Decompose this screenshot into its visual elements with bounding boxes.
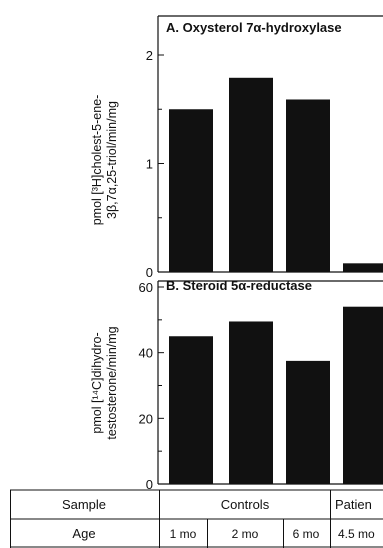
panel-a-ylabel-line-2: 3β,7α,25-triol/min/mg [105, 101, 119, 219]
panel-b-ylabel-line-2: testosterone/min/mg [105, 326, 119, 439]
panel-a-y-tick-label: 0 [146, 265, 153, 280]
panel-b-y-tick-label: 0 [146, 477, 153, 492]
panel-a-ylabel-line-1: pmol [³H]cholest-5-ene- [90, 95, 104, 226]
panel-a-bar [229, 77, 273, 272]
panel-a-title: A. Oxysterol 7α-hydroxylase [166, 20, 342, 35]
sample-table: Sample Age Controls Patien 1 mo 2 mo 6 m… [10, 489, 383, 548]
panel-b-y-tick-label: 20 [139, 411, 153, 426]
panel-b: pmol [¹⁴C]dihydro- testosterone/min/mg 0… [90, 278, 383, 492]
panel-a-bar [286, 99, 330, 272]
panel-b-bar [169, 336, 213, 484]
panel-a-y-tick-label: 2 [146, 48, 153, 63]
panel-b-y-tick-label: 60 [139, 280, 153, 295]
table-row-sample-label: Sample [62, 497, 106, 512]
panel-b-bar [343, 306, 383, 484]
table-age-2: 2 mo [232, 527, 259, 541]
table-controls-label: Controls [221, 497, 270, 512]
table-patient-label: Patien [335, 497, 372, 512]
panel-a-bar [169, 109, 213, 272]
panel-b-title: B. Steroid 5α-reductase [166, 278, 312, 293]
panel-a-y-tick-label: 1 [146, 157, 153, 172]
panel-b-bar [286, 360, 330, 484]
panel-a-bar [343, 263, 383, 272]
panel-b-ylabel-line-1: pmol [¹⁴C]dihydro- [90, 332, 104, 433]
panel-b-bar [229, 321, 273, 484]
table-age-4: 4.5 mo [338, 527, 375, 541]
panel-b-y-tick-label: 40 [139, 346, 153, 361]
table-row-age-label: Age [72, 526, 95, 541]
table-age-1: 1 mo [170, 527, 197, 541]
table-age-3: 6 mo [293, 527, 320, 541]
panel-a: pmol [³H]cholest-5-ene- 3β,7α,25-triol/m… [90, 15, 383, 280]
